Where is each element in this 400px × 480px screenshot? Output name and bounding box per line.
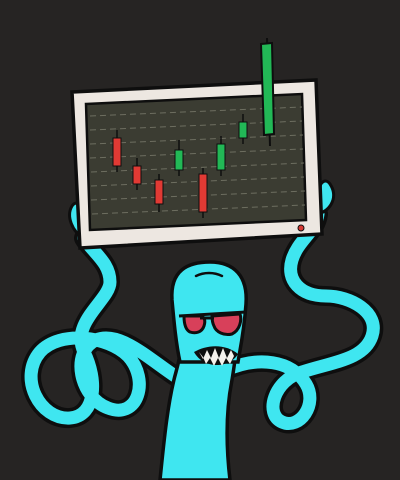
head-line [194, 271, 224, 278]
breakout-candle [259, 37, 276, 147]
candle-4 [174, 140, 184, 176]
candle-1 [112, 130, 122, 172]
candlestick-chart-icon [112, 114, 248, 218]
left-tentacle [24, 231, 185, 425]
creature-body [158, 260, 248, 480]
candle-6 [216, 136, 226, 176]
screen-grid [89, 106, 306, 215]
power-light [297, 224, 305, 232]
monitor-icon [70, 78, 324, 250]
candle-2 [132, 158, 142, 190]
teeth-icon [194, 346, 238, 366]
candle-3 [154, 174, 164, 212]
candle-7 [238, 114, 248, 144]
right-tentacle [219, 207, 380, 430]
sunglasses-icon [178, 310, 247, 336]
head [170, 260, 248, 364]
tentacle-arms [21, 204, 384, 434]
candle-5 [198, 168, 208, 218]
